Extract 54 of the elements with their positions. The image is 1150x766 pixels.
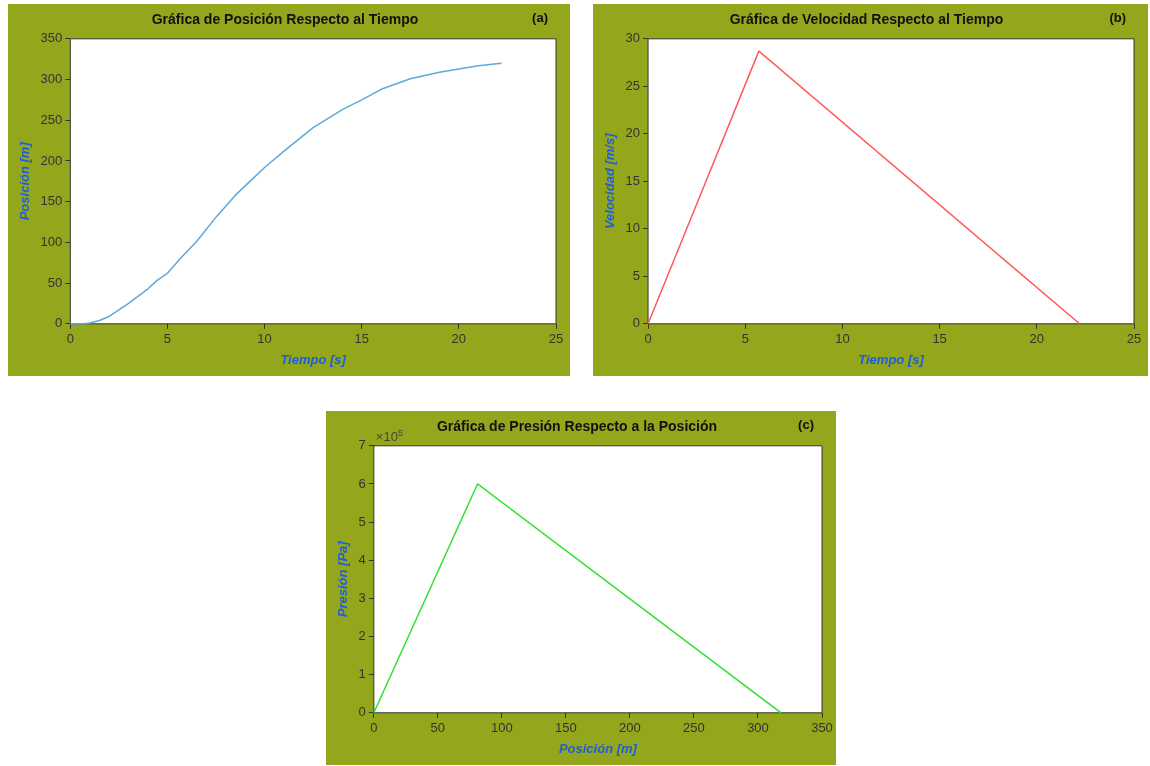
y-tick-label: 15 [625,172,641,188]
text: ×10$^{5}$ [375,427,403,445]
y-tick-label: 2 [358,628,366,644]
x-axis-title: Posición [m] [558,740,638,756]
y-tick-label: 350 [40,30,63,46]
x-tick-label: 5 [163,331,172,347]
y-tick-label: 50 [47,274,63,290]
x-axis-title: Tiempo [s] [858,351,925,367]
y-tick-label: 150 [40,193,63,209]
text: (a) [532,10,548,25]
y-tick-label: 20 [625,125,641,141]
chart-title: Gráfica de Presión Respecto a la Posición [436,418,718,435]
x-tick-label: 5 [741,331,749,347]
text: (b) [1109,10,1126,25]
x-tick-label: 25 [1126,331,1142,347]
y-tick-label: 10 [625,220,641,236]
x-tick-label: 20 [451,331,467,347]
x-tick-label: 150 [555,720,577,736]
x-tick-label: 350 [811,720,833,736]
x-tick-label: 50 [430,720,446,736]
text: (c) [798,417,814,432]
y-axis-title: Velocidad [m/s] [602,132,618,230]
y-axis-title: Posición [m] [17,141,33,221]
y-tick-label: 7 [358,437,366,453]
y-tick-label: 100 [40,233,63,249]
y-tick-label: 300 [40,71,63,87]
y-tick-label: 0 [632,315,641,331]
x-tick-label: 10 [835,331,850,347]
y-tick-label: 25 [625,77,641,93]
y-tick-label: 200 [40,152,63,168]
x-tick-label: 0 [644,331,652,347]
x-tick-label: 300 [747,720,769,736]
y-tick-label: 30 [625,30,641,46]
x-tick-label: 250 [683,720,705,736]
y-tick-label: 5 [358,513,366,529]
y-tick-label: 250 [40,111,63,127]
chart-title: Gráfica de Velocidad Respecto al Tiempo [729,11,1004,28]
y-tick-label: 6 [358,475,366,491]
x-tick-label: 20 [1029,331,1045,347]
x-tick-label: 0 [66,331,74,347]
y-tick-label: 4 [358,551,366,567]
y-tick-label: 5 [632,267,641,283]
y-tick-label: 1 [358,666,366,682]
x-axis-title: Tiempo [s] [280,351,347,367]
y-tick-label: 3 [358,589,366,605]
x-tick-label: 15 [932,331,947,347]
y-tick-label: 0 [358,704,366,720]
y-axis-title: Presión [Pa] [335,540,351,618]
chart-title: Gráfica de Posición Respecto al Tiempo [151,11,419,28]
x-tick-label: 10 [257,331,272,347]
x-tick-label: 100 [491,720,513,736]
x-tick-label: 0 [370,720,378,736]
x-tick-label: 25 [548,331,564,347]
y-tick-label: 0 [55,315,63,331]
